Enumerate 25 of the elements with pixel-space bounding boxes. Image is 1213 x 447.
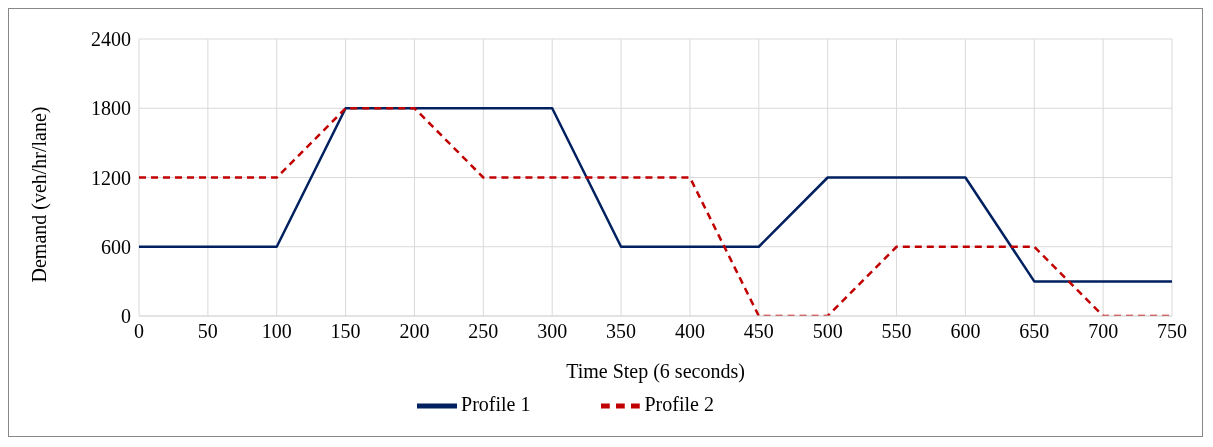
y-axis-title: Demand (veh/hr/lane) [28, 106, 52, 283]
x-tick-label: 350 [606, 320, 637, 343]
legend-label: Profile 1 [461, 392, 531, 415]
x-axis-title: Time Step (6 seconds) [566, 360, 745, 383]
x-tick-label: 50 [197, 320, 218, 343]
x-tick-label: 250 [468, 320, 499, 343]
x-tick-label: 700 [1088, 320, 1119, 343]
x-tick-label: 750 [1157, 320, 1187, 343]
x-tick-label: 450 [743, 320, 774, 343]
y-tick-label: 0 [121, 305, 131, 328]
line-series [139, 107, 1172, 283]
x-tick-label: 300 [537, 320, 568, 343]
y-tick-label: 600 [101, 235, 131, 258]
x-tick-label: 650 [1019, 320, 1050, 343]
x-tick-label: 100 [261, 320, 292, 343]
x-tick-label: 600 [950, 320, 981, 343]
x-tick-label: 150 [330, 320, 361, 343]
y-tick-label: 1200 [91, 166, 131, 189]
x-tick-label: 550 [881, 320, 912, 343]
x-tick-label: 200 [399, 320, 430, 343]
x-tick-label: 500 [812, 320, 843, 343]
y-tick-label: 2400 [91, 28, 131, 51]
legend-label: Profile 2 [644, 392, 714, 415]
x-tick-label: 400 [674, 320, 705, 343]
y-tick-label: 1800 [91, 97, 131, 120]
